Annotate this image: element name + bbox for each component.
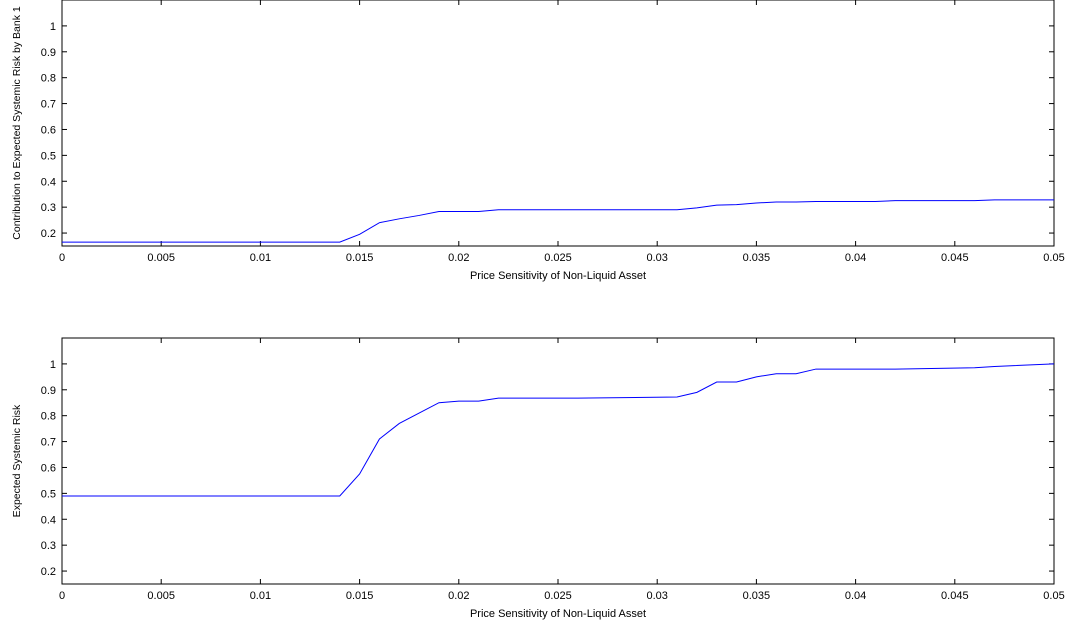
bottom-x-axis-label: Price Sensitivity of Non-Liquid Asset — [470, 608, 646, 620]
top-y-tick-label: 0.5 — [41, 150, 56, 162]
top-x-tick-label: 0.025 — [544, 252, 572, 264]
top-chart-panel: 0 0.005 0.01 0.015 0.02 0.025 0.03 0.035 0.04 0.0… — [11, 0, 1065, 282]
top-y-tick-label: 0.4 — [41, 176, 56, 188]
bottom-y-tick-label: 0.3 — [41, 540, 56, 552]
top-x-tick-label: 0.01 — [250, 252, 271, 264]
top-y-axis-label: Contribution to Expected Systemic Risk b… — [11, 6, 23, 240]
top-x-tick-label: 0 — [59, 252, 65, 264]
bottom-chart-panel: 0 0.005 0.01 0.015 0.02 0.025 0.03 0.035 0.04 0.0… — [11, 337, 1065, 620]
bottom-x-tick-label: 0.02 — [448, 590, 469, 602]
bottom-series-line — [62, 363, 1055, 497]
bottom-x-tick-label: 0.04 — [845, 590, 866, 602]
top-x-tick-label: 0.05 — [1043, 252, 1064, 264]
bottom-x-tick-label: 0.035 — [743, 590, 771, 602]
top-y-tick-label: 0.8 — [41, 73, 56, 85]
top-y-tick-label: 0.9 — [41, 47, 56, 59]
top-x-tick-label: 0.02 — [448, 252, 469, 264]
top-x-tick-label: 0.03 — [646, 252, 667, 264]
top-y-tick-label: 0.6 — [41, 124, 56, 136]
bottom-y-tick-label: 0.5 — [41, 488, 56, 500]
bottom-x-tick-label: 0.05 — [1043, 590, 1064, 602]
top-axes-frame — [61, 0, 1055, 247]
top-x-tick-label: 0.045 — [941, 252, 969, 264]
top-x-tick-label: 0.04 — [845, 252, 866, 264]
bottom-x-tick-label: 0.015 — [346, 590, 374, 602]
bottom-y-axis-label: Expected Systemic Risk — [11, 404, 23, 517]
top-x-tick-label: 0.035 — [743, 252, 771, 264]
bottom-y-tick-label: 1 — [50, 359, 56, 371]
bottom-y-tick-label: 0.9 — [41, 385, 56, 397]
top-y-tick-label: 0.3 — [41, 202, 56, 214]
bottom-y-tick-label: 0.4 — [41, 514, 56, 526]
top-y-tick-label: 0.7 — [41, 99, 56, 111]
bottom-x-tick-label: 0 — [59, 590, 65, 602]
top-x-tick-label: 0.005 — [147, 252, 175, 264]
top-y-tick-label: 1 — [50, 21, 56, 33]
bottom-x-tick-label: 0.01 — [250, 590, 271, 602]
bottom-x-tick-label: 0.005 — [147, 590, 175, 602]
bottom-axes-frame — [61, 337, 1055, 585]
bottom-y-tick-label: 0.2 — [41, 566, 56, 578]
bottom-y-tick-label: 0.7 — [41, 437, 56, 449]
top-series-line — [62, 199, 1054, 243]
bottom-y-tick-label: 0.6 — [41, 462, 56, 474]
top-y-tick-label: 0.2 — [41, 228, 56, 240]
top-x-tick-label: 0.015 — [346, 252, 374, 264]
bottom-x-tick-label: 0.03 — [646, 590, 667, 602]
bottom-x-tick-label: 0.045 — [941, 590, 969, 602]
bottom-x-tick-label: 0.025 — [544, 590, 572, 602]
top-x-axis-label: Price Sensitivity of Non-Liquid Asset — [470, 270, 646, 282]
bottom-y-tick-label: 0.8 — [41, 411, 56, 423]
